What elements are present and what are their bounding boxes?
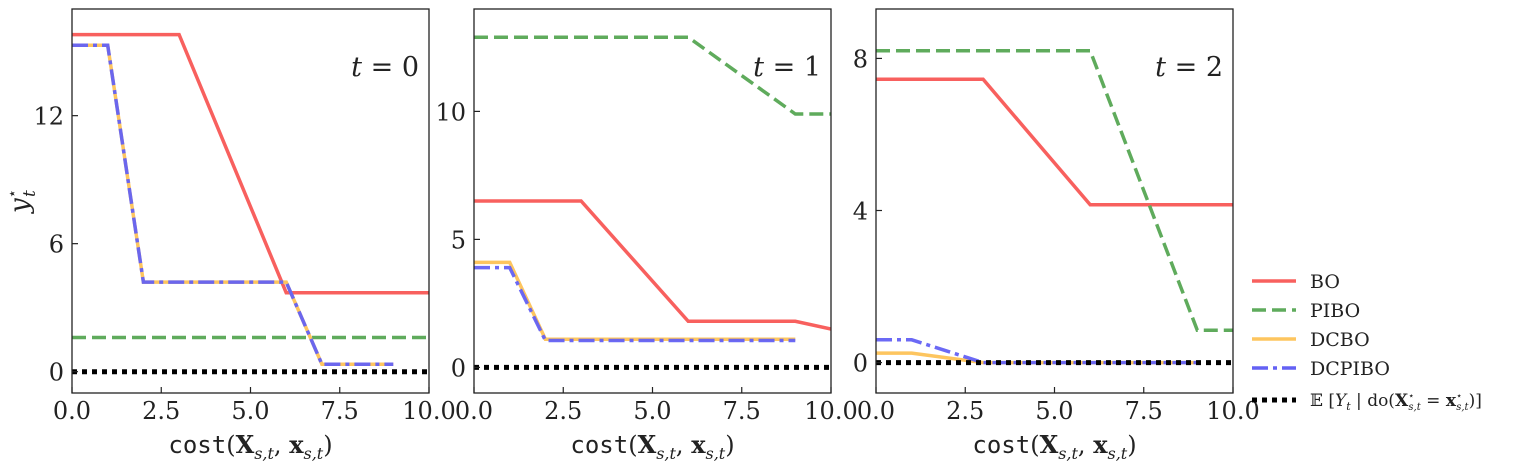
x-axis-label: cost(Xs,t, xs,t) [972,430,1136,463]
series-group [876,49,1233,366]
y-axis-label: y⋆t [3,189,40,214]
series-line-dcbo [72,43,394,366]
x-tick-label: 2.5 [544,397,582,425]
series-group [474,35,831,370]
x-tick-label: 0.0 [857,397,895,425]
x-tick-label: 5.0 [1035,397,1073,425]
x-axis-label: cost(Xs,t, xs,t) [570,430,734,463]
x-tick-label: 5.0 [633,397,671,425]
y-tick-label: 8 [853,45,868,73]
legend-label-expectation: 𝔼 [Yt | do(X⋆ s,t = x⋆ s,t)] [1310,391,1482,413]
series-line-dcbo [474,260,796,341]
series-line-dcpibo [72,43,394,366]
series-line-bo [72,32,429,295]
legend: BO PIBO DCBO DCPIBO 𝔼 [Yt | do(X⋆ s,t = x⋆ s,t… [1252,271,1482,413]
panel-t1: 0.0 2.5 5.0 7.5 10.0 0 5 10 cost(Xs,t, xs,t) t = … [435,8,858,463]
legend-label: DCPIBO [1310,358,1390,380]
x-axis-label: cost(Xs,t, xs,t) [168,430,332,463]
series-line-dcpibo [876,338,1198,365]
panel-label: t = 1 [753,52,821,83]
x-tick-label: 7.5 [723,397,761,425]
y-tick-label: 5 [451,226,466,254]
panel-t0: 0.0 2.5 5.0 7.5 10.0 0 6 12 cost(Xs,t, xs,t) y⋆t t… [3,8,456,463]
x-tick-label: 5.0 [231,397,269,425]
series-line-bo [474,199,831,331]
x-tick-label: 7.5 [321,397,359,425]
series-line-bo [876,77,1233,207]
series-line-pibo [876,49,1233,333]
y-tick-label: 6 [49,231,64,259]
y-tick-label: 0 [451,354,466,382]
y-tick-label: 0 [49,359,64,387]
x-tick-label: 10.0 [804,397,857,425]
y-tick-label: 0 [853,350,868,378]
x-tick-label: 7.5 [1125,397,1163,425]
x-tick-label: 0.0 [53,397,91,425]
legend-label: BO [1310,271,1340,293]
y-tick-label: 12 [33,103,64,131]
legend-label: DCBO [1310,329,1370,351]
y-tick-label: 10 [435,98,466,126]
panel-label: t = 0 [351,52,419,83]
series-line-dcpibo [474,265,796,343]
x-tick-label: 10.0 [1206,397,1259,425]
series-group [72,32,429,375]
y-tick-label: 4 [853,198,868,226]
series-line-pibo [474,35,831,116]
legend-label: PIBO [1310,300,1360,322]
x-tick-label: 0.0 [455,397,493,425]
x-tick-label: 2.5 [946,397,984,425]
x-tick-label: 2.5 [142,397,180,425]
x-tick-label: 10.0 [402,397,455,425]
panel-label: t = 2 [1155,52,1223,83]
panel-t2: 0.0 2.5 5.0 7.5 10.0 0 4 8 cost(Xs,t, xs,t) t = 2 [853,8,1260,463]
